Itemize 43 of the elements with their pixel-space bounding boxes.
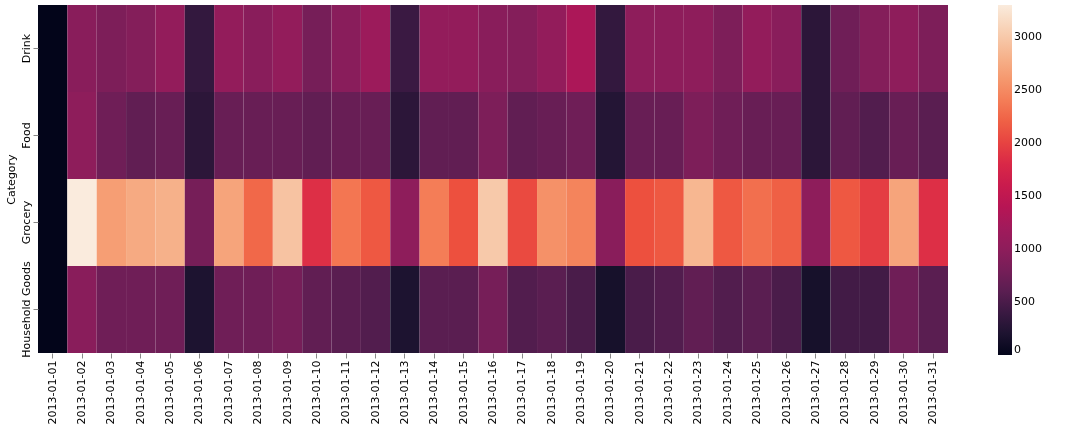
x-tick-label: 2013-01-13 xyxy=(397,360,411,425)
x-tick-label: 2013-01-15 xyxy=(456,360,470,425)
x-tick-label: 2013-01-14 xyxy=(427,360,441,425)
x-tick-label: 2013-01-10 xyxy=(309,360,323,425)
y-tick-label: Household Goods xyxy=(19,261,33,358)
x-tick-label: 2013-01-11 xyxy=(339,360,353,425)
x-tick-label: 2013-01-19 xyxy=(574,360,588,425)
color-bar-label: 2500 xyxy=(1014,82,1042,96)
color-bar-label: 1500 xyxy=(1014,188,1042,202)
x-tick-label: 2013-01-16 xyxy=(486,360,499,425)
x-tick-label: 2013-01-22 xyxy=(662,360,676,425)
color-bar-label: 1000 xyxy=(1014,241,1042,255)
x-tick-label: 2013-01-04 xyxy=(133,360,147,425)
y-tick-label: Grocery xyxy=(19,200,33,245)
color-bar-label: 500 xyxy=(1014,294,1035,308)
color-bar-label: 0 xyxy=(1014,343,1021,356)
x-tick-label: 2013-01-18 xyxy=(544,360,558,425)
x-tick-label: 2013-01-23 xyxy=(691,360,705,425)
x-tick-label: 2013-01-08 xyxy=(251,360,265,425)
x-tick-label: 2013-01-28 xyxy=(838,360,852,425)
x-tick-label: 2013-01-21 xyxy=(632,360,646,425)
x-tick-label: 2013-01-09 xyxy=(280,360,294,425)
x-tick-label: 2013-01-24 xyxy=(720,360,734,425)
x-tick-label: 2013-01-29 xyxy=(867,360,881,425)
x-tick-label: 2013-01-05 xyxy=(163,360,177,425)
color-bar-label: 3000 xyxy=(1014,29,1042,43)
x-tick-label: 2013-01-02 xyxy=(75,360,89,425)
x-tick-label: 2013-01-12 xyxy=(368,360,382,425)
x-tick-label: 2013-01-20 xyxy=(603,360,617,425)
x-tick-label: 2013-01-31 xyxy=(926,360,940,425)
y-tick-label: Food xyxy=(19,122,33,149)
color-bar-label: 2000 xyxy=(1014,135,1042,149)
y-tick-label: Drink xyxy=(19,33,33,64)
x-tick-label: 2013-01-27 xyxy=(808,360,822,425)
x-tick-label: 2013-01-30 xyxy=(896,360,910,425)
x-tick-label: 2013-01-07 xyxy=(221,360,235,425)
x-tick-label: 2013-01-06 xyxy=(192,360,206,425)
x-tick-label: 2013-01-25 xyxy=(750,360,764,425)
x-tick-label: 2013-01-17 xyxy=(515,360,529,425)
x-tick-label: 2013-01-01 xyxy=(45,360,59,425)
y-axis-title: Category xyxy=(4,153,18,205)
x-tick-label: 2013-01-26 xyxy=(779,360,793,425)
x-tick-label: 2013-01-03 xyxy=(104,360,118,425)
